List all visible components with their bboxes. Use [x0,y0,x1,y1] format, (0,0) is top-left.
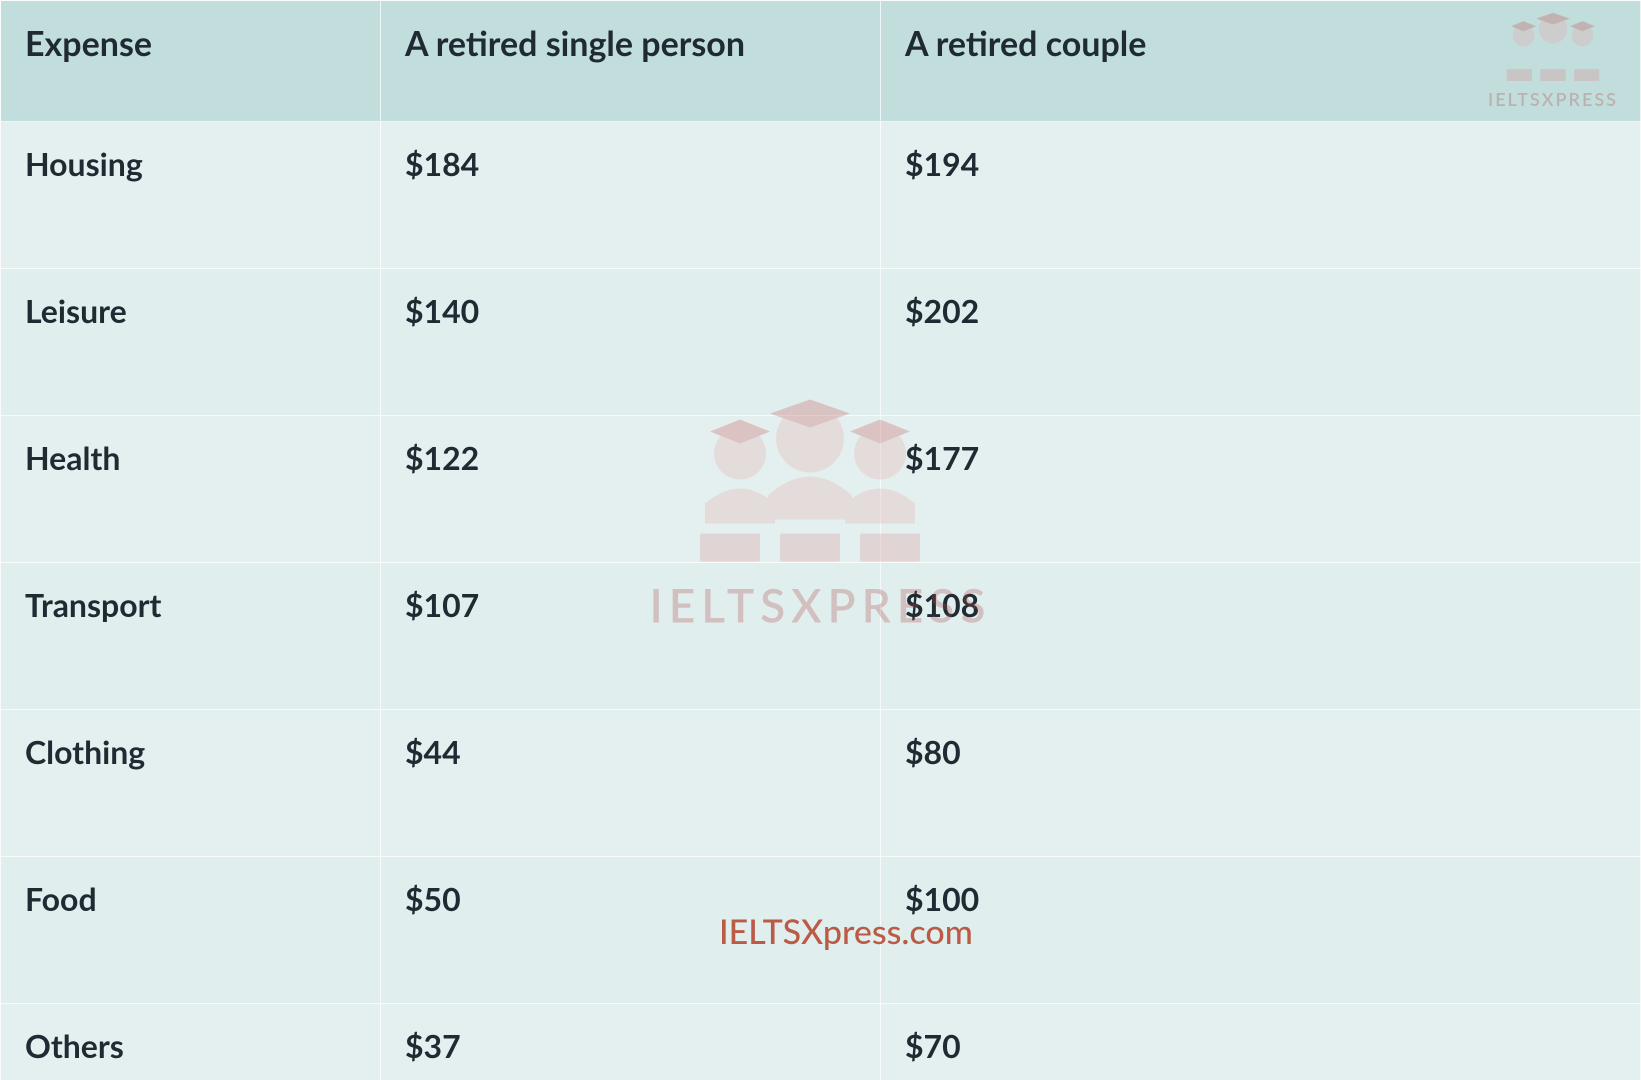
row-label: Transport [1,563,381,710]
table-row: Housing $184 $194 [1,122,1641,269]
row-single: $184 [381,122,881,269]
row-couple: $202 [881,269,1641,416]
table-header: Expense A retired single person A retire… [1,1,1641,122]
table-row: Food $50 $100 [1,857,1641,1004]
row-couple: $70 [881,1004,1641,1080]
table-row: Clothing $44 $80 [1,710,1641,857]
row-label: Clothing [1,710,381,857]
row-label: Housing [1,122,381,269]
col-header-single: A retired single person [381,1,881,122]
row-label: Leisure [1,269,381,416]
expense-table: Expense A retired single person A retire… [0,0,1641,1080]
row-single: $37 [381,1004,881,1080]
row-couple: $177 [881,416,1641,563]
row-label: Others [1,1004,381,1080]
row-couple: $108 [881,563,1641,710]
col-header-couple: A retired couple [881,1,1641,122]
row-couple: $194 [881,122,1641,269]
row-single: $50 [381,857,881,1004]
row-single: $44 [381,710,881,857]
row-single: $140 [381,269,881,416]
row-couple: $80 [881,710,1641,857]
table-row: Leisure $140 $202 [1,269,1641,416]
row-label: Food [1,857,381,1004]
row-couple: $100 [881,857,1641,1004]
table-body: Housing $184 $194 Leisure $140 $202 Heal… [1,122,1641,1080]
table-row: Transport $107 $108 [1,563,1641,710]
table-row: Others $37 $70 [1,1004,1641,1080]
row-label: Health [1,416,381,563]
table-row: Health $122 $177 [1,416,1641,563]
row-single: $107 [381,563,881,710]
col-header-expense: Expense [1,1,381,122]
row-single: $122 [381,416,881,563]
